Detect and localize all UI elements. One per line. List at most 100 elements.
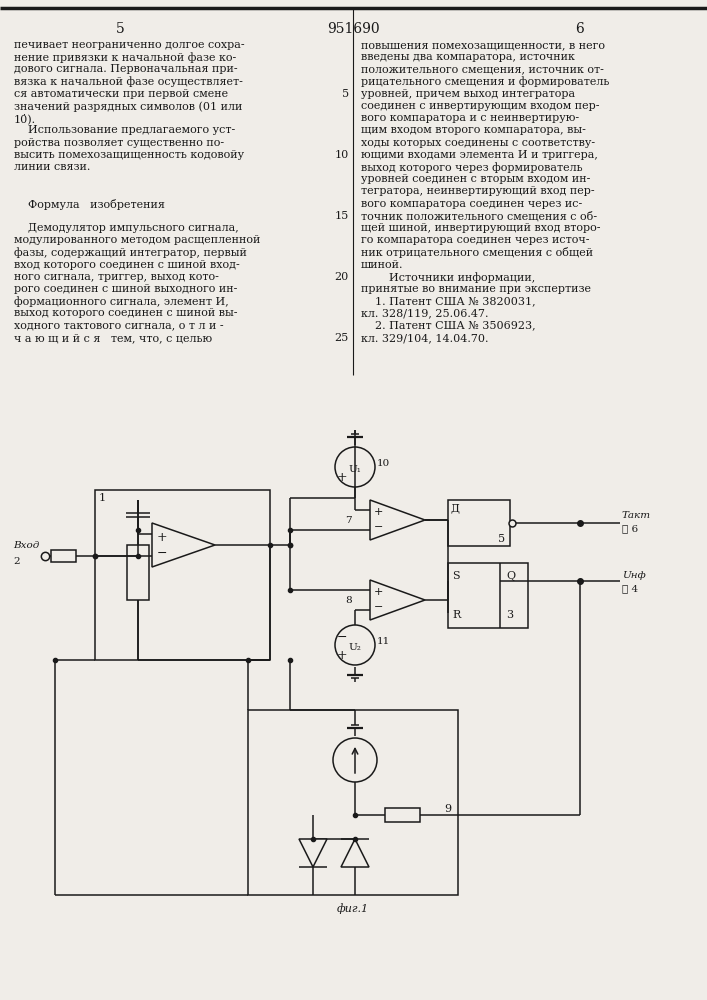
Text: 1: 1: [99, 493, 106, 503]
Text: соединен с инвертирующим входом пер-: соединен с инвертирующим входом пер-: [361, 101, 600, 111]
Text: 10̇).: 10̇).: [14, 113, 36, 124]
Text: выход которого через формирователь: выход которого через формирователь: [361, 162, 583, 173]
Text: вязка к начальной фазе осуществляет-: вязка к начальной фазе осуществляет-: [14, 77, 243, 87]
Text: Демодулятор импульсного сигнала,: Демодулятор импульсного сигнала,: [14, 223, 239, 233]
Text: 5: 5: [498, 534, 505, 544]
Text: введены два компаратора, источник: введены два компаратора, источник: [361, 52, 575, 62]
Text: Д: Д: [451, 503, 460, 513]
Text: Q: Q: [506, 571, 515, 581]
Polygon shape: [370, 500, 425, 540]
Text: щим входом второго компаратора, вы-: щим входом второго компаратора, вы-: [361, 125, 586, 135]
Text: 2: 2: [13, 557, 20, 566]
Text: 5: 5: [116, 22, 124, 36]
Text: повышения помехозащищенности, в него: повышения помехозащищенности, в него: [361, 40, 605, 50]
Text: 7: 7: [346, 516, 352, 525]
Text: фиг.1: фиг.1: [337, 903, 369, 914]
Text: ходы которых соединены с соответству-: ходы которых соединены с соответству-: [361, 138, 595, 148]
Polygon shape: [341, 839, 369, 867]
Text: ройства позволяет существенно по-: ройства позволяет существенно по-: [14, 138, 224, 148]
Circle shape: [335, 625, 375, 665]
Bar: [248, 710, 458, 895]
Text: уровней, причем выход интегратора: уровней, причем выход интегратора: [361, 89, 575, 99]
Text: 11: 11: [377, 637, 390, 646]
Text: 1. Патент США № 3820031,: 1. Патент США № 3820031,: [361, 296, 536, 306]
Text: ∅ 6: ∅ 6: [622, 524, 638, 533]
Text: S: S: [452, 571, 460, 581]
Text: ник отрицательного смещения с общей: ник отрицательного смещения с общей: [361, 247, 593, 258]
Text: 6: 6: [575, 22, 585, 36]
Bar: [385, 808, 420, 822]
Circle shape: [335, 447, 375, 487]
Text: рого соединен с шиной выходного ин-: рого соединен с шиной выходного ин-: [14, 284, 238, 294]
Text: вход которого соединен с шиной вход-: вход которого соединен с шиной вход-: [14, 260, 240, 270]
Text: 2. Патент США № 3506923,: 2. Патент США № 3506923,: [361, 321, 536, 331]
Text: формационного сигнала, элемент И,: формационного сигнала, элемент И,: [14, 296, 229, 307]
Text: дового сигнала. Первоначальная при-: дового сигнала. Первоначальная при-: [14, 64, 238, 74]
Text: принятые во внимание при экспертизе: принятые во внимание при экспертизе: [361, 284, 591, 294]
Bar: [448, 563, 528, 628]
Text: Uнф: Uнф: [622, 571, 645, 580]
Text: модулированного методом расщепленной: модулированного методом расщепленной: [14, 235, 260, 245]
Text: 9: 9: [444, 804, 451, 814]
Text: вого компаратора соединен через ис-: вого компаратора соединен через ис-: [361, 199, 583, 209]
Text: ч а ю щ и й с я   тем, что, с целью: ч а ю щ и й с я тем, что, с целью: [14, 333, 212, 343]
Bar: [51, 550, 76, 562]
Bar: [127, 545, 149, 600]
Text: высить помехозащищенность кодовойу: высить помехозащищенность кодовойу: [14, 150, 244, 160]
Text: кл. 329/104, 14.04.70.: кл. 329/104, 14.04.70.: [361, 333, 489, 343]
Text: Использование предлагаемого уст-: Использование предлагаемого уст-: [14, 125, 235, 135]
Circle shape: [333, 738, 377, 782]
Text: ющими входами элемента И и триггера,: ющими входами элемента И и триггера,: [361, 150, 598, 160]
Text: R: R: [452, 610, 460, 620]
Text: −: −: [374, 602, 383, 612]
Text: точник положительного смещения с об-: точник положительного смещения с об-: [361, 211, 597, 221]
Text: U₂: U₂: [349, 643, 361, 652]
Text: го компаратора соединен через источ-: го компаратора соединен через источ-: [361, 235, 590, 245]
Text: −: −: [374, 522, 383, 532]
Text: фазы, содержащий интегратор, первый: фазы, содержащий интегратор, первый: [14, 247, 247, 258]
Text: ∅ 4: ∅ 4: [622, 584, 638, 593]
Text: Такт: Такт: [622, 511, 651, 520]
Text: +: +: [337, 471, 348, 484]
Text: положительного смещения, источник от-: положительного смещения, источник от-: [361, 64, 604, 74]
Text: рицательного смещения и формирователь: рицательного смещения и формирователь: [361, 77, 609, 87]
Text: 10: 10: [377, 459, 390, 468]
Text: щей шиной, инвертирующий вход второ-: щей шиной, инвертирующий вход второ-: [361, 223, 600, 233]
Text: уровней соединен с вторым входом ин-: уровней соединен с вторым входом ин-: [361, 174, 590, 184]
Text: 15: 15: [334, 211, 349, 221]
Text: +: +: [337, 649, 348, 662]
Text: линии связи.: линии связи.: [14, 162, 90, 172]
Text: 25: 25: [334, 333, 349, 343]
Polygon shape: [152, 523, 215, 567]
Bar: [95, 490, 270, 660]
Text: 5: 5: [342, 89, 349, 99]
Text: кл. 328/119, 25.06.47.: кл. 328/119, 25.06.47.: [361, 308, 489, 318]
Text: +: +: [157, 531, 168, 544]
Text: +: +: [374, 507, 383, 517]
Bar: [448, 500, 510, 546]
Text: ного сигнала, триггер, выход кото-: ного сигнала, триггер, выход кото-: [14, 272, 219, 282]
Text: −: −: [337, 631, 348, 644]
Text: тегратора, неинвертирующий вход пер-: тегратора, неинвертирующий вход пер-: [361, 186, 595, 196]
Text: 951690: 951690: [327, 22, 380, 36]
Text: Источники информации,: Источники информации,: [361, 272, 535, 283]
Text: значений разрядных символов (01 или: значений разрядных символов (01 или: [14, 101, 243, 112]
Polygon shape: [299, 839, 327, 867]
Text: Вход: Вход: [13, 541, 40, 550]
Text: ся автоматически при первой смене: ся автоматически при первой смене: [14, 89, 228, 99]
Text: 8: 8: [346, 596, 352, 605]
Text: ходного тактового сигнала, о т л и -: ходного тактового сигнала, о т л и -: [14, 321, 223, 331]
Text: 20: 20: [334, 272, 349, 282]
Text: шиной.: шиной.: [361, 260, 404, 270]
Text: нение привязки к начальной фазе ко-: нение привязки к начальной фазе ко-: [14, 52, 236, 63]
Text: 10: 10: [334, 150, 349, 160]
Text: +: +: [374, 587, 383, 597]
Text: выход которого соединен с шиной вы-: выход которого соединен с шиной вы-: [14, 308, 238, 318]
Text: 3: 3: [506, 610, 513, 620]
Text: U₁: U₁: [349, 464, 361, 474]
Text: вого компаратора и с неинвертирую-: вого компаратора и с неинвертирую-: [361, 113, 579, 123]
Text: печивает неограниченно долгое сохра-: печивает неограниченно долгое сохра-: [14, 40, 245, 50]
Polygon shape: [370, 580, 425, 620]
Text: −: −: [157, 547, 168, 560]
Text: Формула   изобретения: Формула изобретения: [14, 199, 165, 210]
